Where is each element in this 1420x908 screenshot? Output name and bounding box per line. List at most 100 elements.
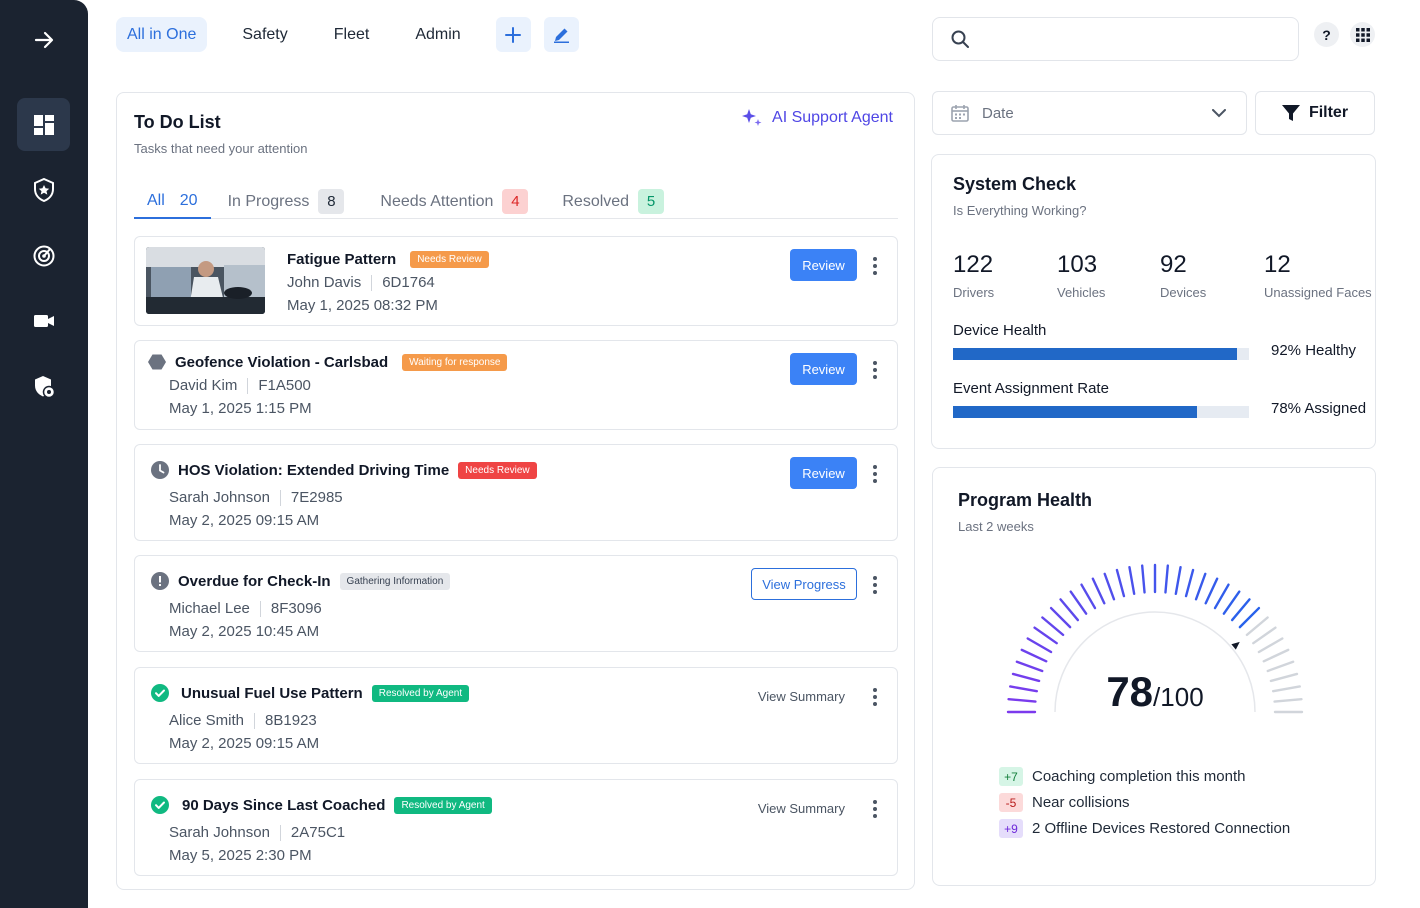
ai-support-agent-label: AI Support Agent (772, 109, 893, 126)
tab-safety[interactable]: Safety (242, 25, 288, 43)
legend-item: +7 Coaching completion this month (999, 767, 1245, 786)
more-options-icon[interactable] (871, 800, 879, 818)
vehicle-id: F1A500 (258, 377, 311, 394)
gauge-tick (1020, 648, 1048, 663)
video-camera-icon[interactable] (17, 294, 70, 347)
task-card[interactable]: Fatigue Pattern Needs Review John Davis 6D… (134, 236, 898, 326)
add-tab-button[interactable] (495, 17, 531, 52)
event-assignment-value: 78% Assigned (1271, 400, 1367, 417)
filter-icon (1281, 105, 1300, 121)
system-check-card: System Check Is Everything Working? 122 D… (931, 154, 1376, 449)
filter-button[interactable]: Filter (1255, 91, 1375, 135)
task-card[interactable]: Unusual Fuel Use Pattern Resolved by Agen… (134, 667, 898, 764)
stat-vehicles[interactable]: 103 Vehicles (1057, 251, 1105, 300)
driver-name: Michael Lee (169, 600, 250, 617)
stat-unassigned-faces[interactable]: 12 Unassigned Faces (1264, 251, 1372, 300)
tab-all-in-one[interactable]: All in One (116, 17, 208, 52)
task-card[interactable]: Overdue for Check-In Gathering Informatio… (134, 555, 898, 652)
legend-item: -5 Near collisions (999, 793, 1130, 812)
view-progress-button[interactable]: View Progress (751, 568, 857, 600)
legend-text: Coaching completion this month (1032, 768, 1246, 785)
event-assignment-bar (953, 406, 1249, 418)
task-title: Geofence Violation - Carlsbad (175, 354, 389, 371)
alert-icon (151, 572, 169, 590)
more-options-icon[interactable] (871, 688, 879, 706)
device-health-label: Device Health (953, 322, 1047, 339)
stat-value: 92 (1160, 251, 1187, 278)
top-nav: All in One Safety Fleet Admin (116, 17, 592, 52)
gauge-tick (1213, 583, 1230, 610)
gauge-tick (1059, 598, 1080, 622)
more-options-icon[interactable] (871, 361, 879, 379)
view-summary-link[interactable]: View Summary (757, 801, 845, 816)
more-options-icon[interactable] (871, 257, 879, 275)
more-options-icon[interactable] (871, 576, 879, 594)
status-badge: Needs Review (458, 462, 537, 479)
gauge-icon[interactable] (17, 229, 70, 282)
more-options-icon[interactable] (871, 465, 879, 483)
tab-all[interactable]: All 20 (134, 185, 211, 219)
driver-name: Sarah Johnson (169, 489, 270, 506)
stat-label: Vehicles (1057, 285, 1106, 300)
gauge-tick (1269, 672, 1299, 683)
stat-drivers[interactable]: 122 Drivers (953, 251, 994, 300)
tab-needs-attention[interactable]: Needs Attention 4 (367, 185, 541, 218)
status-badge: Waiting for response (402, 354, 508, 371)
stat-label: Drivers (953, 285, 995, 300)
gauge-tick (1026, 637, 1053, 654)
program-health-card: Program Health Last 2 weeks 78/100 +7 Coa… (932, 467, 1376, 886)
tab-resolved-count: 5 (638, 189, 665, 214)
search-bar[interactable] (932, 17, 1299, 61)
shield-settings-icon[interactable] (17, 360, 70, 413)
vehicle-id: 2A75C1 (290, 824, 346, 841)
video-thumbnail[interactable] (146, 247, 265, 314)
date-select[interactable]: Date (932, 91, 1247, 135)
task-card[interactable]: 90 Days Since Last Coached Resolved by Ag… (134, 779, 898, 876)
hexagon-icon (148, 354, 166, 370)
device-health-bar (953, 348, 1249, 360)
task-card[interactable]: Geofence Violation - Carlsbad Waiting for… (134, 340, 898, 430)
tab-all-count: 20 (179, 192, 198, 209)
task-card[interactable]: HOS Violation: Extended Driving Time Need… (134, 444, 898, 541)
task-title: 90 Days Since Last Coached (182, 797, 386, 814)
gauge-tick (1049, 606, 1072, 629)
gauge-tick (1164, 564, 1170, 594)
review-button[interactable]: Review (790, 457, 857, 489)
status-badge: Resolved by Agent (394, 797, 492, 814)
legend-text: Near collisions (1032, 794, 1130, 811)
tab-admin[interactable]: Admin (415, 25, 461, 43)
task-title: Unusual Fuel Use Pattern (181, 685, 363, 702)
gauge-pointer (1231, 641, 1240, 650)
task-date: May 2, 2025 09:15 AM (169, 512, 320, 529)
edit-tabs-button[interactable] (543, 17, 579, 52)
stat-value: 12 (1264, 251, 1291, 278)
gauge-tick (1011, 672, 1041, 683)
apps-grid-icon[interactable] (1350, 22, 1375, 47)
gauge-tick (1009, 685, 1039, 693)
health-gauge (1006, 563, 1304, 714)
safety-shield-icon[interactable] (17, 163, 70, 216)
expand-arrow-icon[interactable] (17, 13, 70, 66)
search-input[interactable] (979, 30, 1279, 48)
view-summary-link[interactable]: View Summary (757, 689, 845, 704)
status-badge: Resolved by Agent (371, 685, 470, 702)
delta-chip: +7 (999, 767, 1023, 786)
tab-fleet[interactable]: Fleet (333, 25, 370, 43)
dashboard-icon[interactable] (17, 98, 70, 151)
tab-resolved[interactable]: Resolved 5 (549, 185, 677, 218)
review-button[interactable]: Review (790, 353, 857, 385)
help-button[interactable]: ? (1314, 22, 1339, 47)
ai-support-agent-link[interactable]: AI Support Agent (741, 107, 893, 129)
vehicle-id: 8B1923 (265, 712, 317, 729)
system-check-title: System Check (953, 174, 1077, 194)
gauge-tick (1080, 583, 1097, 610)
stat-devices[interactable]: 92 Devices (1160, 251, 1206, 300)
tab-resolved-label: Resolved (562, 192, 630, 210)
delta-chip: +9 (999, 819, 1023, 838)
check-circle-icon (151, 796, 169, 814)
gauge-tick (1184, 568, 1195, 598)
tab-in-progress[interactable]: In Progress 8 (215, 185, 358, 218)
gauge-tick (1140, 564, 1146, 594)
review-button[interactable]: Review (790, 249, 857, 281)
clock-icon (151, 461, 169, 479)
